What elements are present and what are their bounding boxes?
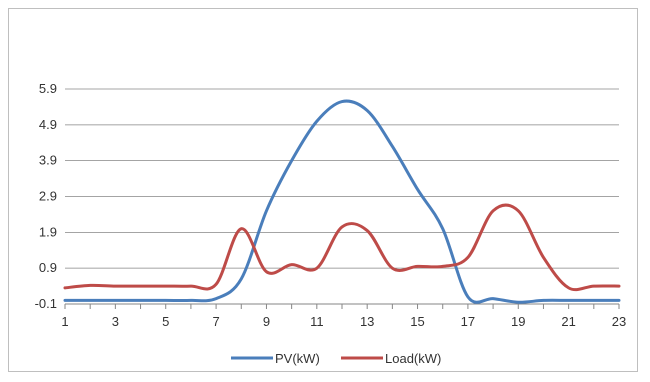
x-tick-label: 11 [310,314,324,329]
chart-frame: -0.1 0.9 1.9 2.9 3.9 4.9 5.9 1 3 5 7 9 11 13 15 17 19 21… [8,8,638,372]
legend-label: Load(kW) [385,351,441,366]
y-tick-label: 5.9 [39,81,57,96]
x-tick-label: 1 [61,314,68,329]
y-tick-label: 1.9 [39,224,57,239]
x-tick-label: 19 [511,314,525,329]
y-tick-label: 3.9 [39,153,57,168]
series-line-pv [63,99,621,304]
legend: PV(kW) Load(kW) [231,351,441,366]
x-tick-label: 17 [461,314,475,329]
grid-lines [65,88,619,305]
x-tick-labels: 1 3 5 7 9 11 13 15 17 19 21 23 [61,314,626,329]
y-tick-labels: -0.1 0.9 1.9 2.9 3.9 4.9 5.9 [35,81,57,311]
y-tick-label: 4.9 [39,117,57,132]
y-tick-label: 2.9 [39,189,57,204]
x-tick-label: 9 [263,314,270,329]
legend-label: PV(kW) [275,351,320,366]
x-tick-label: 3 [112,314,119,329]
x-tick-label: 21 [561,314,575,329]
y-tick-label: 0.9 [39,260,57,275]
series-lines [63,99,621,304]
x-tick-label: 23 [612,314,626,329]
axes [64,303,620,309]
line-chart: -0.10.91.92.93.94.95.9 1 3 5 7 9 11 13 15 17 19 21… [35,81,627,366]
series-line-load [63,203,621,292]
x-tick-label: 13 [360,314,374,329]
y-tick-label: -0.1 [35,296,57,311]
x-tick-label: 15 [410,314,424,329]
x-tick-label: 5 [162,314,169,329]
x-tick-label: 7 [212,314,219,329]
